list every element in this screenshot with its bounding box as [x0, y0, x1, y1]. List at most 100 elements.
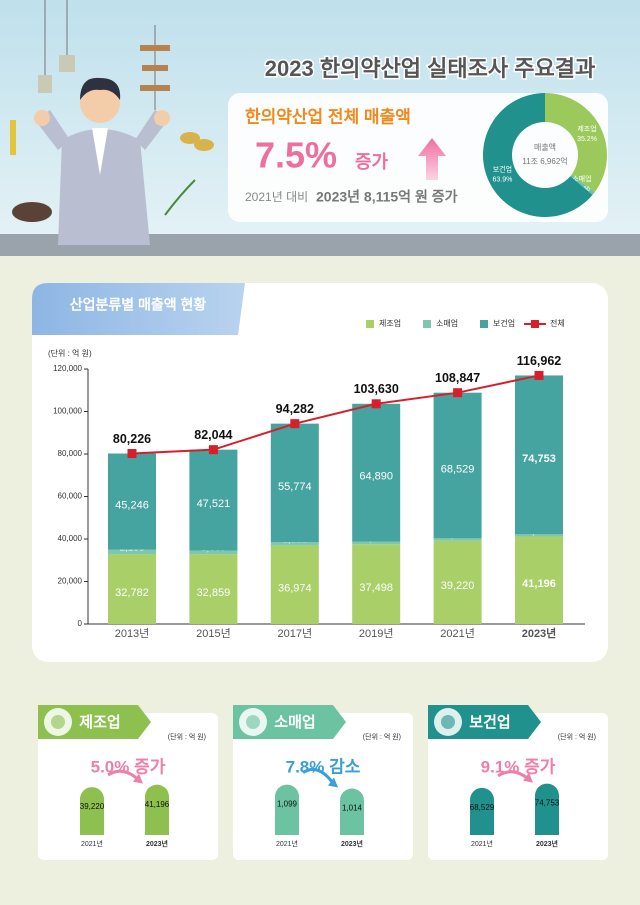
bar-value-label: 68,529: [441, 463, 475, 475]
mini-value-label: 1,099: [277, 800, 298, 809]
compare-text: 2023년 8,115억 원 증가: [316, 189, 458, 205]
person-illustration: [34, 77, 170, 245]
y-tick-label: 60,000: [58, 492, 83, 501]
mini-bar: [275, 784, 299, 835]
header-floor: [0, 234, 640, 256]
pie-slice: [482, 93, 593, 217]
mini-unit: (단위 : 억 원): [363, 732, 401, 741]
bar-segment: [352, 541, 401, 545]
bar-segment: [189, 550, 238, 555]
growth-rate: 7.5%: [255, 135, 337, 176]
mini-bar: [470, 787, 494, 835]
mini-icon-dot: [441, 715, 455, 729]
bar-segment: [515, 375, 563, 535]
pie-category: 제조업: [577, 125, 596, 133]
mini-headline: 9.1% 증가: [481, 757, 556, 776]
bar-segment: [433, 392, 482, 539]
bar-value-label: 47,521: [197, 498, 231, 510]
pie-center-label: 매출액: [534, 142, 556, 152]
y-tick-label: 120,000: [53, 364, 82, 373]
total-value-label: 94,282: [276, 402, 314, 416]
bar-segment: [108, 549, 156, 555]
mini-title: 소매업: [274, 714, 315, 731]
trend-arrowhead: [523, 772, 533, 783]
bar-segment: [189, 449, 238, 551]
mini-value-label: 39,220: [80, 802, 105, 811]
total-marker: [534, 370, 544, 380]
y-tick-label: 0: [78, 619, 83, 628]
mini-category: 2021년: [81, 839, 103, 848]
total-value-label: 108,847: [435, 371, 480, 385]
total-marker: [453, 388, 463, 398]
pie-category: 보건업: [493, 165, 512, 174]
x-tick-label: 2021년: [440, 627, 475, 640]
decoration: [10, 0, 214, 222]
bar-segment: [270, 545, 319, 624]
mini-title: 보건업: [469, 714, 510, 731]
legend-label: 전체: [550, 318, 565, 328]
bar-value-label: 36,974: [278, 583, 312, 595]
mini-unit: (단위 : 억 원): [168, 732, 206, 741]
total-value-label: 116,962: [517, 354, 562, 368]
pie-value-label: 63.9%: [492, 177, 512, 184]
mini-value-label: 74,753: [535, 799, 560, 808]
bar-value-label: 45,246: [115, 499, 149, 511]
mini-unit: (단위 : 억 원): [558, 732, 596, 741]
bar-segment: [352, 544, 401, 624]
mini-bar: [145, 784, 169, 835]
up-arrow: [418, 138, 446, 180]
compare-prefix: 2021년 대비: [245, 190, 308, 204]
growth-word: 증가: [355, 152, 389, 172]
bar-value-label: 41,196: [522, 578, 556, 590]
total-marker: [371, 399, 381, 409]
trend-arrowhead: [328, 777, 338, 788]
bar-segment: [108, 554, 156, 624]
mini-category: 2023년: [536, 839, 558, 848]
page-title: 2023 한의약산업 실태조사 주요결과: [265, 56, 595, 81]
bar-value-label: 64,890: [359, 471, 393, 483]
mini-bar: [535, 783, 559, 835]
bar-value-label: 39,220: [441, 580, 475, 592]
x-tick-label: 2013년: [115, 627, 150, 640]
x-tick-label: 2019년: [359, 627, 394, 640]
mini-category: 2021년: [471, 839, 493, 848]
bar-segment: [108, 453, 156, 550]
mini-headline: 5.0% 증가: [91, 757, 166, 776]
mini-value-label: 1,014: [342, 804, 363, 813]
pie-category: 소매업: [572, 175, 591, 183]
bar-segment: [270, 542, 319, 546]
total-value-label: 82,044: [194, 428, 232, 442]
x-tick-label: 2023년: [522, 626, 557, 640]
bar-value-label: 55,774: [278, 481, 312, 493]
mini-icon-dot: [246, 715, 260, 729]
pie-center-value: 11조 6,962억: [522, 156, 567, 166]
legend-marker: [531, 320, 539, 328]
mini-value-label: 41,196: [145, 800, 170, 809]
trend-arrowhead: [133, 773, 143, 784]
mini-value-label: 68,529: [470, 803, 495, 812]
legend-label: 보건업: [493, 318, 515, 328]
mini-category: 2021년: [276, 839, 298, 848]
legend-swatch: [423, 320, 431, 328]
summary-headline: 한의약산업 전체 매출액: [245, 106, 411, 126]
unit-label: (단위 : 억 원): [48, 348, 92, 358]
bar-segment: [515, 534, 563, 537]
bar-value-label: 74,753: [522, 453, 556, 465]
total-marker: [290, 419, 300, 429]
x-tick-label: 2015년: [196, 627, 231, 640]
y-tick-label: 40,000: [58, 534, 83, 543]
mini-bar: [340, 788, 364, 835]
mini-icon-dot: [51, 715, 65, 729]
mini-category: 2023년: [146, 839, 168, 848]
mini-title: 제조업: [79, 714, 120, 731]
pie-slice: [570, 174, 595, 195]
legend-label: 소매업: [436, 319, 458, 328]
y-tick-label: 20,000: [58, 577, 83, 586]
y-tick-label: 80,000: [58, 449, 83, 458]
bar-segment: [270, 423, 319, 543]
bar-segment: [515, 536, 563, 624]
bar-segment: [433, 538, 482, 541]
bar-segment: [352, 403, 401, 542]
bar-segment: [433, 540, 482, 624]
